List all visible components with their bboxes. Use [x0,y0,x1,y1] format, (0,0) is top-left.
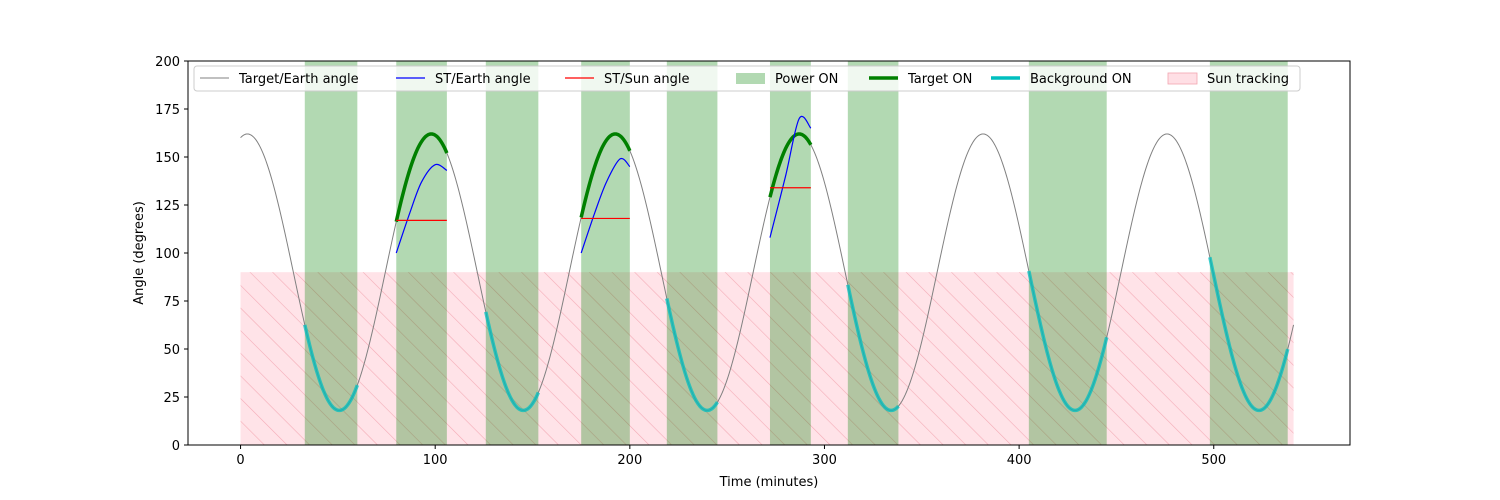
y-tick-label-75: 75 [163,295,180,310]
background-on-segment-5 [1208,256,1290,413]
x-axis-label: Time (minutes) [719,475,819,490]
legend-label-target-on: Target ON [907,72,972,87]
x-tick-label-300: 300 [812,453,837,468]
st-earth-angle-segment-0 [395,163,448,254]
x-tick-label-500: 500 [1201,453,1226,468]
legend-label-target-earth-angle: Target/Earth angle [238,72,359,87]
target-on-segment-0 [394,132,449,223]
power-on-span-2 [485,61,539,445]
legend-label-st-earth-angle: ST/Earth angle [435,72,531,87]
y-tick-label-100: 100 [155,247,180,262]
y-axis: 0 25 50 75 100 125 150 175 200 [155,55,188,454]
y-tick-label-0: 0 [172,439,180,454]
legend-label-sun-tracking: Sun tracking [1207,72,1289,87]
power-on-span-3 [581,61,630,445]
x-axis: 0 100 200 300 400 500 [236,445,1226,468]
y-tick-label-175: 175 [155,103,180,118]
power-on-span-4 [666,61,718,445]
x-tick-label-200: 200 [617,453,642,468]
legend-swatch-power-on [736,73,765,84]
x-tick-label-400: 400 [1007,453,1032,468]
x-tick-label-0: 0 [236,453,244,468]
y-tick-label-150: 150 [155,151,180,166]
y-tick-label-25: 25 [163,391,180,406]
st-earth-angle-segment-2 [769,115,812,238]
power-on-span-1 [396,61,447,445]
power-on-span-7 [1028,61,1107,445]
st-earth-angle-segment-1 [580,157,631,254]
sun-tracking-hatch [240,272,1294,445]
background-on-segment-4 [1027,270,1109,413]
y-tick-label-200: 200 [155,55,180,70]
target-on-segment-1 [579,132,632,218]
power-on-span-5 [769,61,811,445]
legend-frame [193,65,1301,92]
target-on-segment-2 [768,132,813,198]
legend: Target/Earth angle ST/Earth angle ST/Sun a… [193,65,1301,92]
power-on-span-8 [1209,61,1288,445]
x-tick-label-100: 100 [423,453,448,468]
legend-label-st-sun-angle: ST/Sun angle [604,72,690,87]
legend-label-background-on: Background ON [1030,72,1132,87]
background-on-segment-2 [665,298,719,413]
background-on-segment-0 [303,324,359,413]
y-tick-label-125: 125 [155,199,180,214]
legend-swatch-sun-tracking [1167,72,1198,85]
background-on-segment-1 [484,311,540,413]
y-axis-label: Angle (degrees) [132,201,147,305]
background-on-segment-3 [846,284,900,413]
legend-label-power-on: Power ON [775,72,838,87]
y-tick-label-50: 50 [163,343,180,358]
plot-area [240,61,1295,445]
power-on-span-0 [304,61,358,445]
